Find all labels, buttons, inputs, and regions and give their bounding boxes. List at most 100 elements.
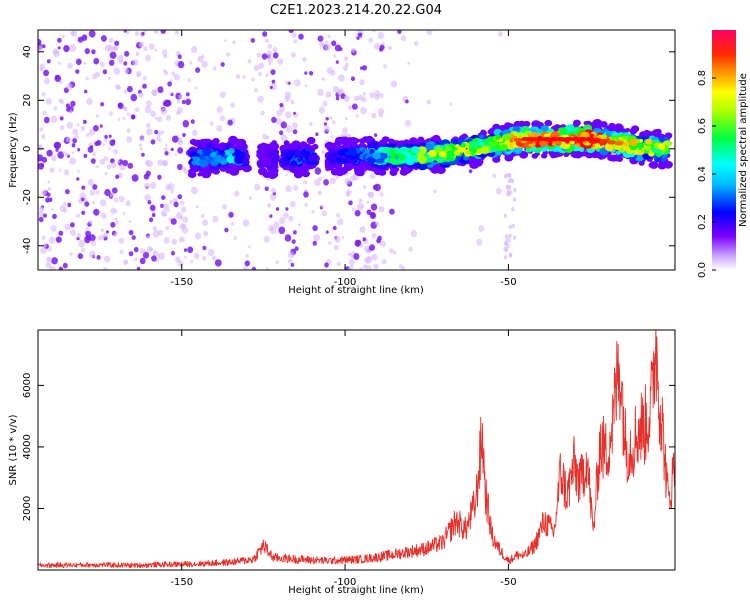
spectrogram-speckle <box>495 187 502 195</box>
spectrogram-speckle <box>51 257 58 265</box>
spectrogram-ridge-cell <box>418 136 425 142</box>
spectrogram-speckle <box>194 232 202 240</box>
spectrogram-speckle <box>134 31 139 37</box>
spectrogram-speckle <box>177 139 183 146</box>
spectrogram-speckle <box>309 121 313 126</box>
y-tick-label: -20 <box>22 189 33 205</box>
spectrogram-speckle <box>177 54 182 59</box>
spectrogram-speckle <box>160 203 164 208</box>
spectrogram-speckle <box>284 234 292 242</box>
spectrogram-speckle <box>66 122 73 129</box>
spectrogram-ridge-cell <box>290 160 298 166</box>
spectrogram-speckle <box>112 187 118 194</box>
spectrogram-speckle <box>233 190 240 197</box>
spectrogram-ridge-core <box>556 136 566 142</box>
spectrogram-ridge-cell <box>515 122 520 127</box>
spectrogram-speckle <box>508 233 512 239</box>
spectrogram-speckle <box>513 187 517 193</box>
spectrogram-speckle <box>131 174 139 182</box>
spectrogram-speckle <box>354 209 361 217</box>
spectrogram-speckle <box>90 158 96 164</box>
spectrogram-speckle <box>279 105 286 113</box>
spectrogram-speckle <box>104 138 108 143</box>
spectrogram-speckle <box>373 263 379 270</box>
spectrogram-speckle <box>195 67 201 73</box>
spectrogram-speckle <box>325 230 329 234</box>
spectrogram-speckle <box>42 110 47 116</box>
spectrogram-speckle <box>46 149 53 157</box>
spectrogram-ridge-cell <box>198 159 209 168</box>
spectrogram-speckle <box>183 248 188 252</box>
spectrogram-ridge-cell <box>335 169 344 177</box>
spectrogram-speckle <box>302 57 307 62</box>
spectrogram-speckle <box>511 179 515 184</box>
spectrogram-speckle <box>136 266 141 270</box>
spectrogram-ridge-cell <box>615 150 621 155</box>
spectrogram-speckle <box>40 163 45 167</box>
spectrogram-speckle <box>122 116 126 121</box>
spectrogram-speckle <box>290 262 295 267</box>
spectrogram-speckle <box>509 252 513 258</box>
spectrogram-speckle <box>77 253 84 260</box>
spectrogram-ridge-cell <box>482 139 489 144</box>
spectrogram-ridge-cell <box>499 144 508 151</box>
spectrogram-speckle <box>478 225 485 232</box>
spectrogram-speckle <box>138 143 142 147</box>
spectrogram-speckle <box>63 201 67 206</box>
spectrogram-speckle <box>113 67 121 75</box>
spectrogram-speckle <box>146 235 151 240</box>
spectrogram-ridge-cell <box>599 121 608 128</box>
spectrogram-speckle <box>336 213 341 218</box>
spectrogram-speckle <box>46 192 51 197</box>
spectrogram-speckle <box>69 44 77 52</box>
spectrogram-speckle <box>157 159 164 166</box>
spectrogram-speckle <box>99 158 106 165</box>
spectrogram-speckle <box>46 59 51 64</box>
spectrogram-speckle <box>320 204 324 208</box>
spectrogram-speckle <box>169 200 173 204</box>
spectrogram-ridge-cell <box>503 133 512 141</box>
spectrogram-speckle <box>83 153 88 158</box>
spectrogram-ridge-core <box>599 139 609 144</box>
spectrogram-speckle <box>125 30 130 35</box>
spectrogram-speckle <box>84 48 91 55</box>
spectrogram-speckle <box>182 120 190 128</box>
spectrogram-speckle <box>368 37 374 43</box>
spectrogram-speckle <box>70 31 75 36</box>
spectrogram-speckle <box>179 215 183 220</box>
spectrogram-speckle <box>224 227 229 233</box>
spectrogram-ridge-cell <box>301 150 311 158</box>
spectrogram-ridge-cell <box>597 122 602 126</box>
spectrogram-speckle <box>98 235 104 241</box>
spectrogram-speckle <box>351 103 358 110</box>
spectrogram-speckle <box>336 89 343 96</box>
spectrogram-speckle <box>173 73 180 81</box>
spectrogram-speckle <box>111 139 116 144</box>
spectrogram-speckle <box>272 52 279 59</box>
spectrogram-speckle <box>325 40 328 44</box>
spectrogram-speckle <box>58 98 63 103</box>
spectrogram-speckle <box>102 266 108 270</box>
spectrogram-speckle <box>107 76 111 81</box>
spectrogram-speckle <box>505 173 509 178</box>
spectrogram-speckle <box>275 207 280 211</box>
spectrogram-speckle <box>81 247 86 253</box>
snr-line-layer <box>38 330 675 569</box>
spectrogram-ridge-cell <box>382 136 390 143</box>
spectrogram-speckle <box>41 156 48 163</box>
spectrogram-speckle <box>336 261 341 267</box>
spectrogram-ridge-cell <box>241 158 250 165</box>
spectrogram-speckle <box>405 99 409 104</box>
spectrogram-speckle <box>251 77 255 82</box>
spectrogram-speckle <box>69 229 76 236</box>
spectrogram-ridge-cell <box>216 165 221 170</box>
spectrogram-speckle <box>331 40 337 47</box>
y-tick-label: -40 <box>22 238 33 254</box>
spectrogram-speckle <box>304 71 308 75</box>
spectrogram-speckle <box>321 150 325 155</box>
spectrogram-speckle <box>92 152 96 157</box>
spectrogram-ridge-cell <box>513 146 521 153</box>
spectrogram-speckle <box>70 222 75 228</box>
spectrogram-speckle <box>355 114 359 118</box>
spectrogram-speckle <box>108 147 112 151</box>
